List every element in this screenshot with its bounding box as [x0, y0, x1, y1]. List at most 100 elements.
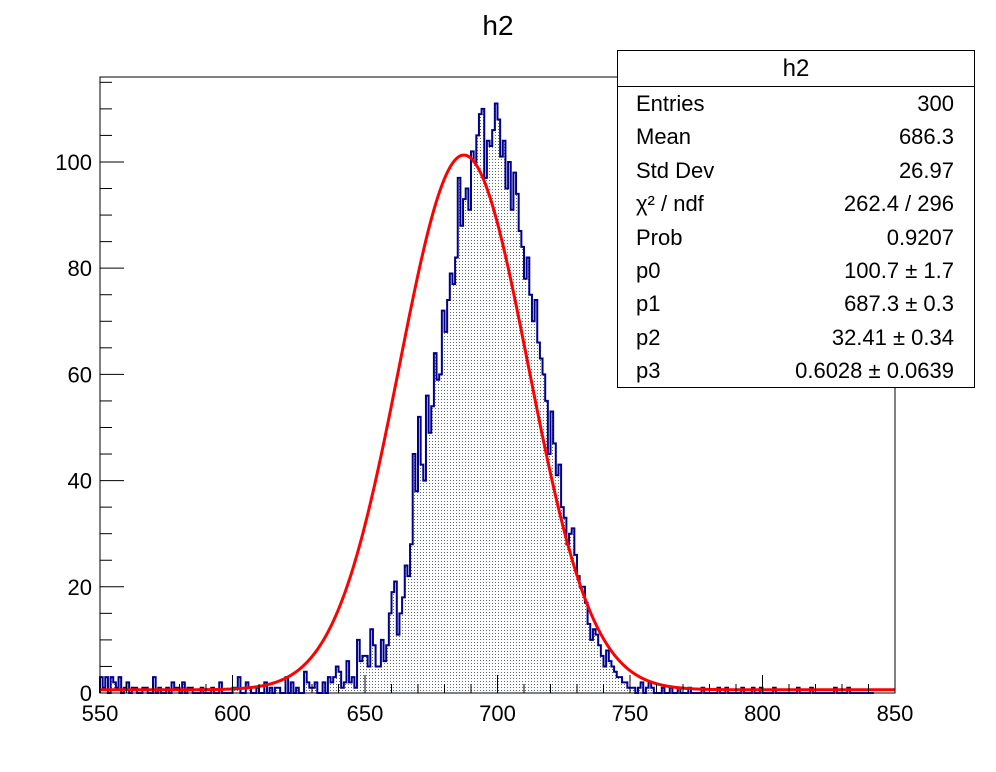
histogram-bin [399, 613, 403, 693]
stats-title: h2 [618, 51, 974, 87]
histogram-bin [595, 634, 599, 693]
histogram-bin [688, 687, 692, 693]
histogram-bin [420, 464, 424, 693]
histogram-bin [372, 645, 376, 693]
histogram-bin [648, 682, 652, 693]
histogram-bin [492, 130, 496, 693]
histogram-bin [478, 114, 482, 693]
histogram-bin [465, 188, 469, 693]
histogram-bin [415, 491, 419, 693]
histogram-bin [624, 682, 628, 693]
histogram-bin [346, 661, 350, 693]
histogram-bin [349, 682, 353, 693]
histogram-bin [309, 687, 313, 693]
stats-value: 262.4 / 296 [843, 191, 954, 217]
histogram-bin [452, 284, 456, 693]
histogram-bin [630, 687, 633, 693]
stats-label: p0 [636, 257, 661, 283]
histogram-bin [481, 108, 485, 694]
stats-row: p3 0.6028 ± 0.0639 [618, 354, 974, 387]
stats-row: χ² / ndf 262.4 / 296 [618, 187, 974, 220]
histogram-bin [362, 655, 366, 693]
histogram-bin [463, 199, 466, 693]
stats-label: χ² / ndf [636, 191, 704, 217]
histogram-bin [357, 639, 360, 693]
histogram-bin [235, 687, 239, 693]
histogram-bin [637, 687, 641, 693]
histogram-bin [502, 140, 506, 694]
histogram-bin [171, 682, 175, 693]
histogram-bin [529, 294, 533, 693]
histogram-bin [383, 661, 387, 693]
histogram-bin [558, 464, 562, 693]
histogram-bin [449, 273, 453, 693]
stats-label: p1 [636, 291, 661, 317]
y-tick-label: 80 [68, 256, 92, 281]
histogram-bin [333, 677, 337, 693]
histogram-bin [614, 671, 618, 693]
x-tick-label: 700 [479, 701, 516, 726]
histogram-bin [473, 161, 477, 693]
histogram-bin [441, 310, 445, 693]
histogram-bin [375, 666, 379, 693]
histogram-bin [526, 257, 530, 693]
histogram-bin [433, 353, 437, 693]
histogram-bin [396, 634, 400, 693]
histogram-bin [296, 687, 300, 693]
histogram-bin [587, 623, 591, 693]
y-tick-label: 0 [80, 681, 92, 706]
stats-row: Entries 300 [618, 87, 974, 120]
histogram-bin [547, 454, 551, 693]
histogram-bin [388, 613, 392, 693]
histogram-bin [391, 592, 395, 693]
histogram-bin [484, 177, 488, 693]
stats-row: Mean 686.3 [618, 120, 974, 153]
histogram-bin [153, 677, 156, 693]
histogram-bin [285, 677, 289, 693]
histogram-bin [516, 193, 519, 694]
histogram-bin [600, 655, 604, 693]
histogram-bin [555, 475, 559, 693]
chart-title: h2 [482, 10, 514, 41]
stats-label: Mean [636, 124, 692, 150]
histogram-bin [237, 677, 241, 693]
stats-row: Prob 0.9207 [618, 221, 974, 254]
histogram-bin [505, 188, 509, 693]
histogram-bin [343, 682, 347, 693]
histogram-bin [471, 151, 474, 693]
histogram-bin [304, 671, 307, 693]
axes: 550 600 650 700 750 800 850 0 20 40 60 80 100 [55, 81, 913, 726]
histogram-bin [428, 432, 432, 693]
stats-value: 687.3 ± 0.3 [844, 291, 954, 317]
y-tick-label: 40 [68, 469, 92, 494]
histogram-bin [598, 645, 602, 693]
histogram-bin [579, 586, 583, 693]
histogram-bin [510, 209, 514, 694]
stats-value: 300 [917, 91, 954, 116]
histogram-bin [582, 586, 586, 693]
histogram-bin [569, 533, 572, 693]
stats-row: p2 32.41 ± 0.34 [618, 321, 974, 354]
histogram-bin [606, 650, 610, 693]
histogram-bin [113, 682, 117, 693]
histogram-bin [608, 661, 612, 693]
histogram-outline [99, 102, 874, 694]
histogram-bin [508, 161, 512, 693]
histogram-bin [423, 480, 427, 693]
histogram-bin [632, 687, 636, 693]
histogram-bin [651, 687, 655, 693]
histogram-bin [380, 639, 384, 693]
histogram-bin [611, 666, 615, 693]
histogram-bin [118, 677, 122, 693]
histogram-bin [402, 597, 406, 693]
histogram-bin [661, 687, 665, 693]
x-tick-label: 600 [214, 701, 251, 726]
histogram-bin [640, 682, 644, 693]
stats-label: Entries [636, 91, 705, 116]
stats-value: 0.9207 [886, 224, 954, 250]
histogram-bin [486, 140, 490, 694]
x-tick-label: 800 [744, 701, 781, 726]
histogram-bin [476, 135, 480, 693]
histogram-bin [370, 629, 374, 693]
histogram-bin [256, 687, 260, 693]
